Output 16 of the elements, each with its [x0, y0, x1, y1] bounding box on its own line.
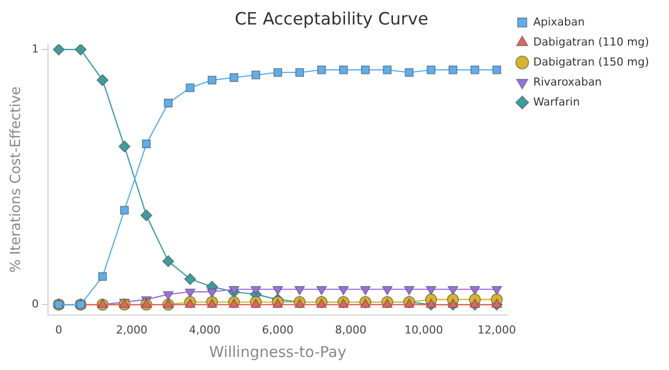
x-tick-label: 2,000	[116, 323, 148, 336]
x-tick-label: 10,000	[404, 323, 444, 336]
legend-label: Warfarin	[533, 95, 580, 108]
x-tick-label: 4,000	[189, 323, 220, 336]
x-axis-title: Willingness-to-Pay	[209, 342, 346, 361]
x-tick-label: 6,000	[262, 323, 294, 336]
x-tick-label: 0	[55, 323, 62, 336]
chart-title: CE Acceptability Curve	[234, 10, 428, 30]
x-tick-label: 12,000	[478, 323, 516, 336]
x-tick-label: 8,000	[335, 323, 367, 336]
legend-label: Dabigatran (150 mg)	[533, 55, 650, 68]
legend-label: Dabigatran (110 mg)	[533, 35, 650, 48]
y-tick-label: 1	[32, 42, 39, 56]
y-axis-title: % Iterations Cost-Effective	[8, 86, 24, 273]
legend-label: Apixaban	[533, 15, 585, 28]
legend-label: Rivaroxaban	[533, 75, 602, 88]
